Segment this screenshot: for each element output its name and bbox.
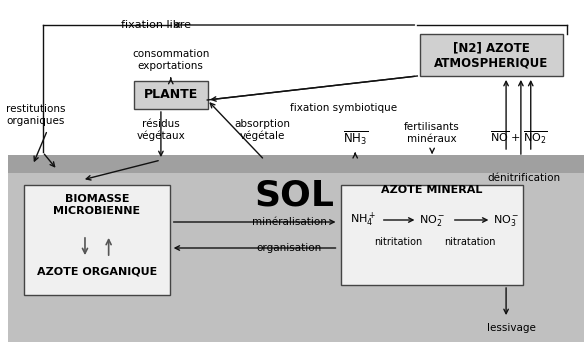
Bar [24, 185, 170, 295]
Text: $\mathrm{NO_2^-}$: $\mathrm{NO_2^-}$ [419, 212, 445, 227]
Text: $\overline{\mathrm{NH_3}}$: $\overline{\mathrm{NH_3}}$ [343, 129, 368, 147]
Text: lessivage: lessivage [486, 323, 536, 333]
Bar [341, 185, 523, 285]
Text: nitratation: nitratation [444, 237, 495, 247]
Text: BIOMASSE
MICROBIENNE: BIOMASSE MICROBIENNE [53, 194, 140, 216]
Text: SOL: SOL [254, 178, 334, 212]
Text: nitritation: nitritation [374, 237, 423, 247]
Bar [8, 155, 584, 173]
Bar [420, 34, 563, 76]
Text: minéralisation: minéralisation [252, 217, 326, 227]
Text: organisation: organisation [256, 243, 322, 253]
Text: fertilisants
minéraux: fertilisants minéraux [404, 122, 460, 144]
Text: fixation symbiotique: fixation symbiotique [290, 103, 397, 113]
Text: $\mathrm{NH_4^+}$: $\mathrm{NH_4^+}$ [350, 211, 376, 229]
Text: dénitrification: dénitrification [487, 173, 560, 183]
Text: PLANTE: PLANTE [144, 89, 198, 102]
Text: $\overline{\mathrm{NO}}$ + $\overline{\mathrm{NO_2}}$: $\overline{\mathrm{NO}}$ + $\overline{\m… [490, 130, 548, 146]
Bar [8, 155, 584, 342]
Text: restitutions
organiques: restitutions organiques [6, 104, 65, 126]
Text: $\mathrm{NO_3^-}$: $\mathrm{NO_3^-}$ [493, 212, 519, 227]
Text: consommation
exportations: consommation exportations [132, 49, 210, 71]
Text: fixation libre: fixation libre [121, 20, 192, 30]
Bar [134, 81, 208, 109]
Text: AZOTE MINERAL: AZOTE MINERAL [381, 185, 483, 195]
Text: résidus
végétaux: résidus végétaux [137, 119, 185, 141]
Text: [N2] AZOTE
ATMOSPHERIQUE: [N2] AZOTE ATMOSPHERIQUE [434, 41, 548, 69]
Text: AZOTE ORGANIQUE: AZOTE ORGANIQUE [37, 267, 157, 277]
Text: absorption
végétale: absorption végétale [235, 119, 290, 141]
